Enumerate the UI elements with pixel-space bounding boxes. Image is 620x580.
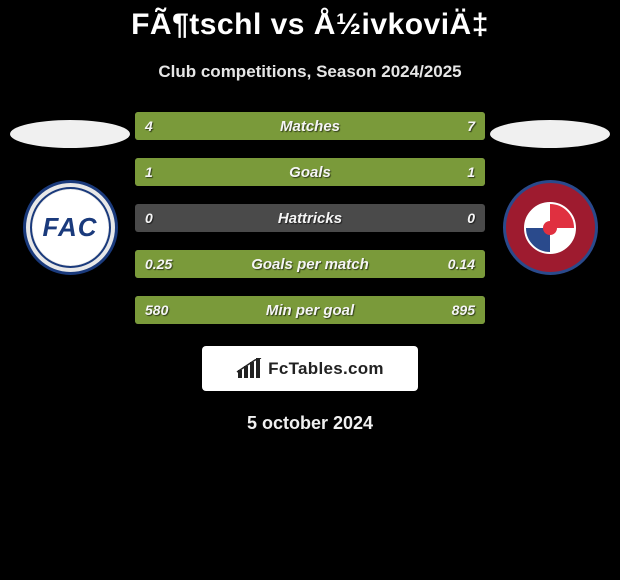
stat-label: Matches [135, 112, 485, 140]
stat-row-gpm: 0.25 Goals per match 0.14 [135, 250, 485, 278]
branding-text: FcTables.com [268, 359, 384, 379]
stat-label: Min per goal [135, 296, 485, 324]
stat-row-matches: 4 Matches 7 [135, 112, 485, 140]
right-player-oval [490, 120, 610, 148]
stat-value-right: 0 [467, 204, 475, 232]
page-subtitle: Club competitions, Season 2024/2025 [0, 62, 620, 82]
page-title: FÃ¶tschl vs Å½ivkoviÄ‡ [0, 8, 620, 42]
stat-row-mpg: 580 Min per goal 895 [135, 296, 485, 324]
page-root: FÃ¶tschl vs Å½ivkoviÄ‡ Club competitions… [0, 8, 620, 580]
comparison-area: FAC 4 Matches 7 1 Goals 1 0 [0, 112, 620, 324]
left-club-logo-text: FAC [43, 212, 98, 243]
stats-column: 4 Matches 7 1 Goals 1 0 Hattricks 0 [135, 112, 485, 324]
stat-label: Goals [135, 158, 485, 186]
stat-label: Hattricks [135, 204, 485, 232]
footer-date: 5 october 2024 [0, 413, 620, 434]
left-club-logo: FAC [23, 180, 118, 275]
branding-box[interactable]: FcTables.com [202, 346, 418, 391]
stat-value-right: 1 [467, 158, 475, 186]
stat-value-right: 895 [452, 296, 475, 324]
stat-row-hattricks: 0 Hattricks 0 [135, 204, 485, 232]
stat-label: Goals per match [135, 250, 485, 278]
right-club-logo [503, 180, 598, 275]
left-side: FAC [10, 112, 130, 275]
right-club-logo-inner [524, 202, 576, 254]
stat-value-right: 0.14 [448, 250, 475, 278]
bar-chart-icon [236, 358, 262, 380]
stat-row-goals: 1 Goals 1 [135, 158, 485, 186]
left-player-oval [10, 120, 130, 148]
stat-value-right: 7 [467, 112, 475, 140]
right-side [490, 112, 610, 275]
